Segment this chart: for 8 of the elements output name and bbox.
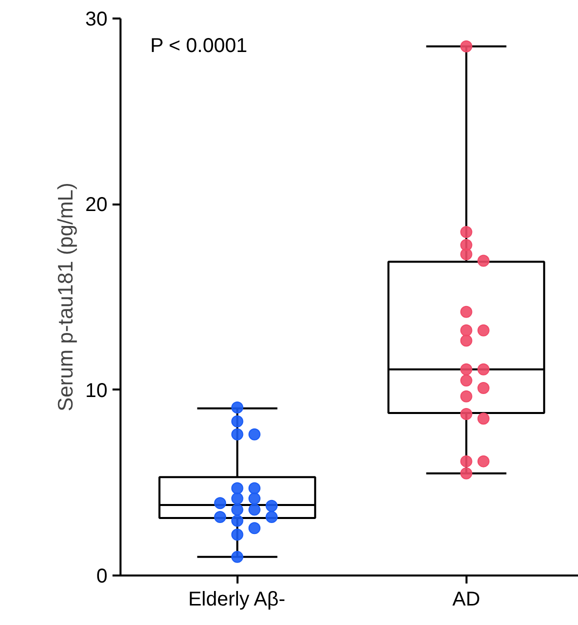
annotation: P < 0.0001 (150, 35, 248, 58)
x-tick-label: Elderly Aβ- (188, 588, 286, 610)
y-tick-label: 10 (85, 380, 108, 402)
y-tick-label: 30 (85, 8, 108, 30)
y-axis-title: Serum p-tau181 (pg/mL) (54, 182, 78, 412)
y-tick-label: 0 (96, 566, 108, 588)
y-tick-label: 20 (85, 194, 108, 216)
x-tick-label: AD (452, 588, 480, 610)
